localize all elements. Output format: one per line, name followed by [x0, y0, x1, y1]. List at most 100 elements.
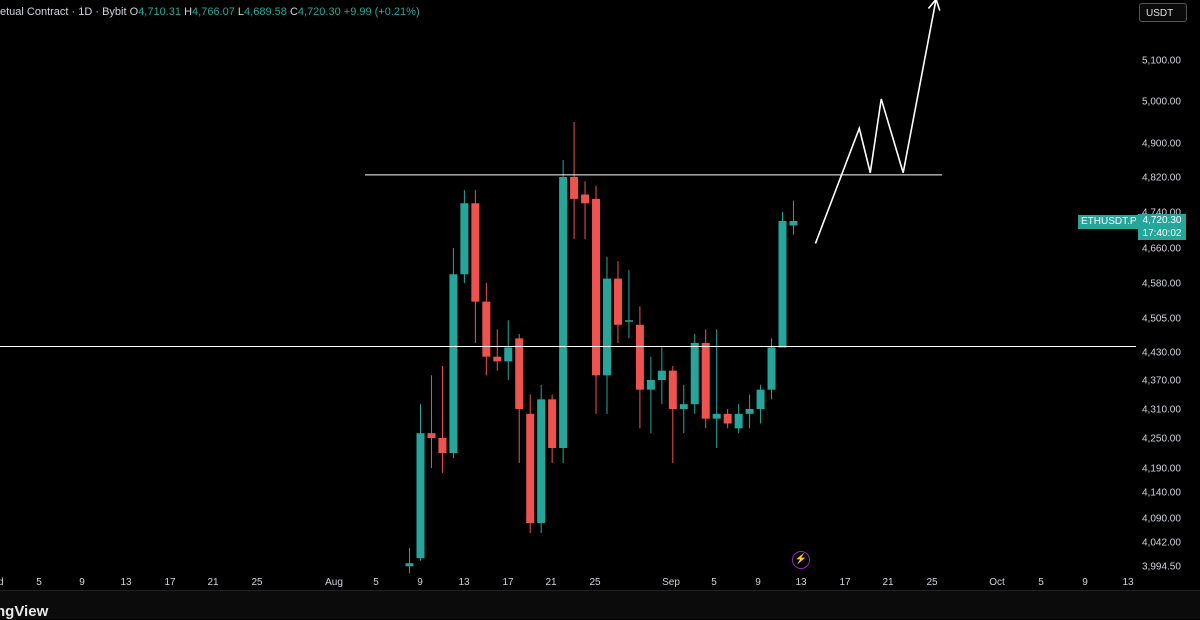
candle — [592, 185, 601, 414]
time-tick-label: 21 — [882, 577, 894, 588]
low-value: 4,689.58 — [244, 6, 287, 18]
time-tick-label: 25 — [589, 577, 601, 588]
candle — [471, 190, 480, 343]
candle-body — [668, 370, 677, 409]
candle — [668, 366, 677, 463]
candle — [646, 356, 655, 434]
time-tick-label: 5 — [711, 577, 717, 588]
candle-body — [778, 221, 787, 348]
price-tick-label: 4,580.00 — [1142, 279, 1181, 290]
candle-body — [438, 438, 447, 453]
price-tick-label: 4,740.00 — [1142, 208, 1181, 219]
time-tick-label: 17 — [164, 577, 176, 588]
time-tick-label: 13 — [795, 577, 807, 588]
candle — [624, 269, 633, 339]
price-tick-label: 4,250.00 — [1142, 434, 1181, 445]
candle-body — [504, 347, 513, 362]
candle-body — [712, 413, 721, 419]
candle — [427, 375, 436, 468]
time-axis: d 5 9 13 17 21 25 Aug 5 9 13 17 21 25 Sep 5 9 13 17 21 25 Oct… — [0, 577, 1134, 588]
candle — [482, 283, 491, 376]
candle-body — [734, 413, 743, 429]
candle — [416, 404, 425, 561]
candle — [734, 404, 743, 434]
projection-path — [814, 0, 937, 244]
candle — [723, 409, 732, 429]
candle — [438, 366, 447, 473]
time-tick-label: 21 — [545, 577, 557, 588]
candle — [493, 329, 502, 371]
brand-logo: ngView — [0, 603, 49, 620]
price-tick-label: 4,370.00 — [1142, 376, 1181, 387]
candle — [405, 548, 414, 574]
candle-body — [635, 324, 644, 390]
time-tick-label: 5 — [373, 577, 379, 588]
candle-body — [416, 433, 425, 559]
candles-layer — [405, 122, 798, 574]
symbol-label: etual Contract · 1D · Bybit — [0, 6, 127, 18]
time-tick-label: 25 — [251, 577, 263, 588]
candle-body — [602, 278, 611, 376]
bottom-bar — [0, 590, 1200, 619]
candle — [767, 338, 776, 400]
last-price-box: 4,720.30 17:40:02 — [1138, 214, 1186, 240]
time-tick-label: Aug — [325, 577, 343, 588]
price-tick-label: 4,310.00 — [1142, 405, 1181, 416]
time-tick-label: 13 — [1122, 577, 1134, 588]
price-tick-label: 4,820.00 — [1142, 173, 1181, 184]
candle-body — [701, 342, 710, 419]
candle-body — [493, 356, 502, 362]
candle-body — [581, 194, 590, 204]
time-tick-label: d — [0, 577, 4, 588]
candle-body — [570, 177, 579, 199]
candle — [504, 320, 513, 380]
candle-body — [690, 342, 699, 405]
time-tick-label: 5 — [1038, 577, 1044, 588]
candle — [559, 160, 568, 463]
candle — [449, 248, 458, 458]
time-tick-label: 9 — [1082, 577, 1088, 588]
lightning-bolt-icon[interactable]: ⚡ — [792, 551, 810, 569]
price-tick-label: 5,100.00 — [1142, 56, 1181, 67]
candle-body — [679, 404, 688, 409]
projection-arrowhead — [927, 0, 941, 11]
price-tick-label: 4,660.00 — [1142, 244, 1181, 255]
candle-body — [537, 399, 546, 523]
candle — [570, 122, 579, 239]
drawings-layer — [0, 0, 1136, 348]
bar-countdown: 17:40:02 — [1142, 228, 1182, 239]
candle-body — [613, 278, 622, 325]
candle-body — [548, 399, 557, 448]
open-label: O — [129, 6, 139, 18]
symbol-tag: ETHUSDT.P — [1078, 215, 1140, 229]
candle — [789, 200, 798, 235]
high-value: 4,766.07 — [192, 6, 235, 18]
close-label: C — [289, 6, 298, 18]
symbol-legend: etual Contract · 1D · Bybit O4,710.31 H4… — [0, 6, 420, 18]
candle — [635, 306, 644, 429]
candle — [460, 190, 469, 283]
time-tick-label: 9 — [417, 577, 423, 588]
price-tick-label: 4,505.00 — [1142, 314, 1181, 325]
candle — [526, 394, 535, 533]
candle — [581, 181, 590, 239]
candle-body — [515, 338, 524, 409]
candle-body — [745, 409, 754, 414]
price-tick-label: 3,994.50 — [1142, 562, 1181, 573]
candle — [657, 347, 666, 405]
candle-body — [559, 177, 568, 448]
candle-body — [592, 198, 601, 376]
change-value: +9.99 (+0.21%) — [343, 6, 420, 18]
time-tick-label: 17 — [839, 577, 851, 588]
candle — [745, 394, 754, 429]
candle-body — [646, 380, 655, 390]
price-axis: 5,100.00 5,000.00 4,900.00 4,820.00 4,740.00… — [1142, 56, 1181, 573]
time-tick-label: 17 — [502, 577, 514, 588]
candle-body — [460, 203, 469, 275]
candle-body — [767, 347, 776, 390]
currency-button[interactable]: USDT — [1139, 3, 1187, 22]
candle-body — [449, 274, 458, 453]
candle — [548, 394, 557, 463]
time-tick-label: Sep — [662, 577, 680, 588]
